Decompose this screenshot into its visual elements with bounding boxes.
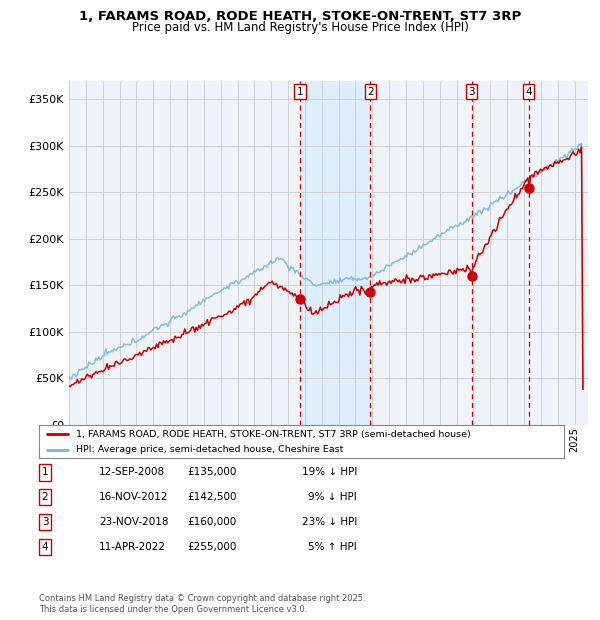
Text: £160,000: £160,000	[188, 517, 237, 527]
Text: HPI: Average price, semi-detached house, Cheshire East: HPI: Average price, semi-detached house,…	[76, 445, 343, 454]
Text: £255,000: £255,000	[188, 542, 237, 552]
Text: 9% ↓ HPI: 9% ↓ HPI	[308, 492, 357, 502]
Text: 1: 1	[41, 467, 49, 477]
Text: £142,500: £142,500	[187, 492, 237, 502]
Text: 23% ↓ HPI: 23% ↓ HPI	[302, 517, 357, 527]
Text: 1: 1	[297, 87, 304, 97]
Bar	[300, 81, 370, 425]
Text: 4: 4	[526, 87, 532, 97]
Text: 3: 3	[469, 87, 475, 97]
Text: 2: 2	[367, 87, 374, 97]
Text: 19% ↓ HPI: 19% ↓ HPI	[302, 467, 357, 477]
Text: 2: 2	[41, 492, 49, 502]
Text: 1, FARAMS ROAD, RODE HEATH, STOKE-ON-TRENT, ST7 3RP: 1, FARAMS ROAD, RODE HEATH, STOKE-ON-TRE…	[79, 10, 521, 23]
Text: 4: 4	[41, 542, 49, 552]
Text: 3: 3	[41, 517, 49, 527]
Text: Price paid vs. HM Land Registry's House Price Index (HPI): Price paid vs. HM Land Registry's House …	[131, 21, 469, 34]
Text: Contains HM Land Registry data © Crown copyright and database right 2025.: Contains HM Land Registry data © Crown c…	[39, 593, 365, 603]
Text: 5% ↑ HPI: 5% ↑ HPI	[308, 542, 357, 552]
Text: £135,000: £135,000	[188, 467, 237, 477]
Text: 1, FARAMS ROAD, RODE HEATH, STOKE-ON-TRENT, ST7 3RP (semi-detached house): 1, FARAMS ROAD, RODE HEATH, STOKE-ON-TRE…	[76, 430, 470, 439]
Text: This data is licensed under the Open Government Licence v3.0.: This data is licensed under the Open Gov…	[39, 604, 307, 614]
Text: 23-NOV-2018: 23-NOV-2018	[99, 517, 169, 527]
Text: 12-SEP-2008: 12-SEP-2008	[99, 467, 165, 477]
Text: 11-APR-2022: 11-APR-2022	[99, 542, 166, 552]
Text: 16-NOV-2012: 16-NOV-2012	[99, 492, 169, 502]
